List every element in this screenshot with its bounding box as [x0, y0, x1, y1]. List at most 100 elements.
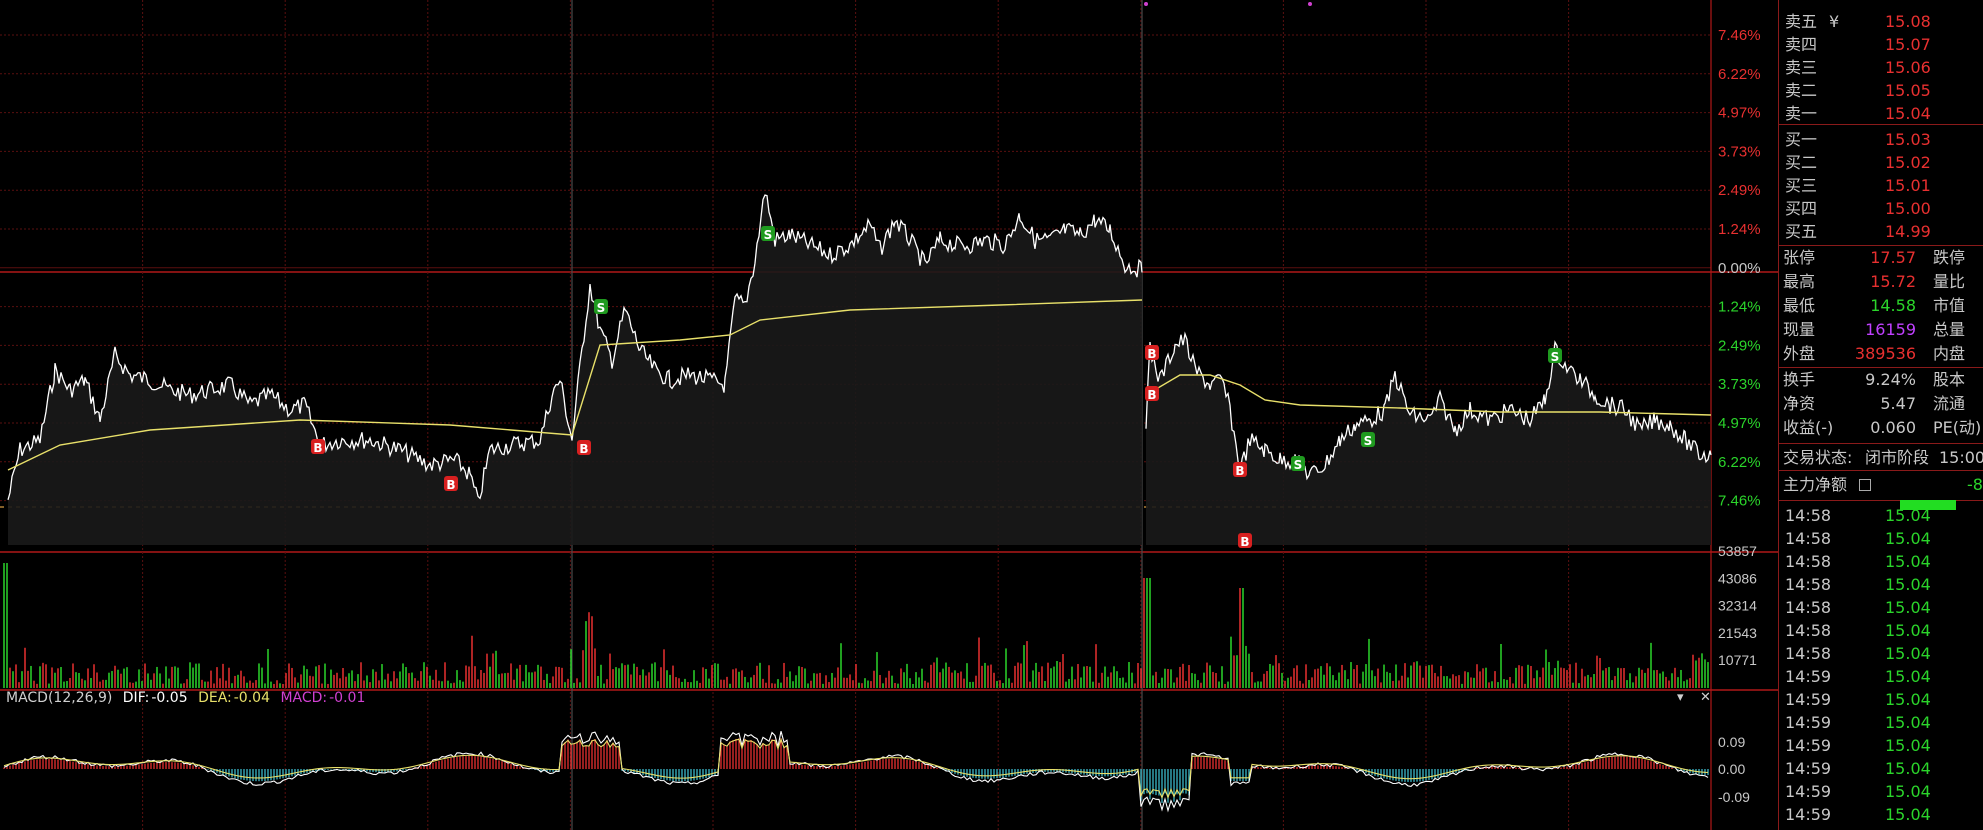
stat-label: 张停	[1783, 248, 1816, 267]
buy-marker-label: B	[1147, 388, 1156, 402]
stat-label-secondary: PE(动)	[1933, 418, 1982, 437]
price-axis-label: 7.46%	[1718, 27, 1761, 44]
price-area	[8, 195, 1142, 546]
stat-row: 收益(-) 0.060 PE(动)	[1779, 416, 1983, 440]
sell-marker-label: S	[1551, 350, 1560, 364]
dea-label: DEA:	[198, 690, 232, 706]
macd-axis-label: -0.09	[1718, 789, 1750, 805]
trading-status-time: 15:00	[1939, 448, 1983, 467]
trade-row[interactable]: 14:59 15.04	[1779, 665, 1983, 688]
stat-label: 收益(-)	[1783, 418, 1834, 437]
macd-axis-label: 0.09	[1718, 734, 1745, 750]
price-axis-label: 1.24%	[1718, 221, 1761, 238]
trade-row[interactable]: 14:58 15.04	[1779, 550, 1983, 573]
trade-time: 14:59	[1785, 713, 1832, 732]
close-icon[interactable]: ✕	[1700, 690, 1711, 705]
trade-row[interactable]: 14:59 15.04	[1779, 803, 1983, 826]
buy-marker-label: B	[579, 442, 588, 456]
sell-marker	[761, 226, 775, 241]
price-axis-label: 7.46%	[1718, 493, 1761, 510]
trade-row[interactable]: 14:59 15.04	[1779, 711, 1983, 734]
price-axis-label: 4.97%	[1718, 415, 1761, 432]
ask-row[interactable]: 卖五 ¥15.08	[1779, 11, 1983, 33]
ask-row[interactable]: 卖二 15.05	[1779, 80, 1983, 102]
price-axis-label: 2.49%	[1718, 182, 1761, 199]
price-axis-label: 4.97%	[1718, 105, 1761, 122]
orderbook-price: 15.03	[1885, 130, 1931, 149]
trading-status: 交易状态: 闭市阶段 15:00	[1779, 446, 1983, 470]
main-flow-bar	[1900, 500, 1956, 510]
currency-symbol: ¥	[1829, 12, 1840, 31]
trade-price: 15.04	[1885, 805, 1931, 824]
sell-marker	[1361, 432, 1375, 447]
bid-row[interactable]: 买一 15.03	[1779, 129, 1983, 151]
buy-marker	[577, 440, 591, 455]
bid-row[interactable]: 买四 15.00	[1779, 198, 1983, 220]
trade-price: 15.04	[1885, 782, 1931, 801]
average-line	[7, 299, 1143, 471]
orderbook-label: 买四	[1785, 199, 1818, 218]
stat-label-secondary: 总量	[1933, 320, 1966, 339]
trade-row[interactable]: 14:58 15.04	[1779, 642, 1983, 665]
trade-row[interactable]: 14:58 15.04	[1779, 619, 1983, 642]
ask-row[interactable]: 卖三 15.06	[1779, 57, 1983, 79]
stat-value: 15.72	[1870, 272, 1916, 291]
stat-row: 最低 14.58 市值	[1779, 294, 1983, 318]
buy-marker-label: B	[1235, 464, 1244, 478]
sell-marker-label: S	[1294, 458, 1303, 472]
sell-marker-label: S	[1364, 434, 1373, 448]
buy-marker-label: B	[1240, 535, 1249, 549]
trade-row[interactable]: 14:58 15.04	[1779, 504, 1983, 527]
macd-header: MACD(12,26,9) DIF: -0.05 DEA: -0.04 MACD: -…	[6, 690, 371, 706]
volume-axis-label: 21543	[1718, 625, 1757, 641]
chevron-down-icon[interactable]: ▾	[1677, 690, 1684, 705]
intraday-chart[interactable]: 7.46% 6.22% 4.97% 3.73% 2.49% 1.24% 0.00% 1.24%…	[0, 0, 1778, 830]
stat-value: 9.24%	[1865, 370, 1916, 389]
trade-time: 14:59	[1785, 736, 1832, 755]
bid-row[interactable]: 买五 14.99	[1779, 221, 1983, 243]
bid-row[interactable]: 买三 15.01	[1779, 175, 1983, 197]
trade-row[interactable]: 14:59 15.04	[1779, 734, 1983, 757]
price-axis-label: 3.73%	[1718, 376, 1761, 393]
ask-row[interactable]: 卖一 15.04	[1779, 103, 1983, 125]
buy-marker-label: B	[313, 441, 322, 455]
orderbook-label: 卖二	[1785, 81, 1818, 100]
trade-price: 15.04	[1885, 759, 1931, 778]
trade-price: 15.04	[1885, 529, 1931, 548]
trade-row[interactable]: 14:58 15.04	[1779, 527, 1983, 550]
stat-value: 14.58	[1870, 296, 1916, 315]
orderbook-label: 买一	[1785, 130, 1818, 149]
orderbook-label: 卖五	[1785, 12, 1818, 31]
volume-axis-label: 10771	[1718, 652, 1757, 668]
trading-status-label: 交易状态:	[1783, 448, 1853, 467]
stat-value: 16159	[1865, 320, 1916, 339]
buy-marker-label: B	[1147, 347, 1156, 361]
orderbook-label: 买三	[1785, 176, 1818, 195]
volume-axis-label: 53857	[1718, 543, 1757, 559]
trade-row[interactable]: 14:59 15.04	[1779, 780, 1983, 803]
stat-value: 389536	[1854, 344, 1916, 363]
stat-label: 现量	[1783, 320, 1816, 339]
trade-row[interactable]: 14:59 15.04	[1779, 688, 1983, 711]
trade-row[interactable]: 14:58 15.04	[1779, 596, 1983, 619]
trade-price: 15.04	[1885, 575, 1931, 594]
toggle-checkbox-icon[interactable]	[1859, 479, 1871, 491]
trade-row[interactable]: 14:58 15.04	[1779, 573, 1983, 596]
bid-row[interactable]: 买二 15.02	[1779, 152, 1983, 174]
buy-marker	[1145, 345, 1159, 360]
buy-marker	[311, 439, 325, 454]
sell-marker	[594, 299, 608, 314]
price-axis-label: 2.49%	[1718, 337, 1761, 354]
volume-axis-label: 32314	[1718, 598, 1757, 614]
trade-row[interactable]: 14:59 15.04	[1779, 757, 1983, 780]
trade-time: 14:59	[1785, 782, 1832, 801]
dif-label: DIF:	[122, 690, 150, 706]
orderbook-price: 15.04	[1885, 104, 1931, 123]
dif-line	[3, 731, 1709, 813]
stat-row: 外盘 389536 内盘	[1779, 342, 1983, 366]
stat-row: 张停 17.57 跌停	[1779, 246, 1983, 270]
right-panel: 卖五 ¥15.08 卖四 15.07 卖三 15.06 卖二 15.05 卖一 15.04 买一 15…	[1778, 0, 1983, 830]
stat-row: 换手 9.24% 股本	[1779, 368, 1983, 392]
ask-row[interactable]: 卖四 15.07	[1779, 34, 1983, 56]
sell-marker-label: S	[764, 228, 773, 242]
